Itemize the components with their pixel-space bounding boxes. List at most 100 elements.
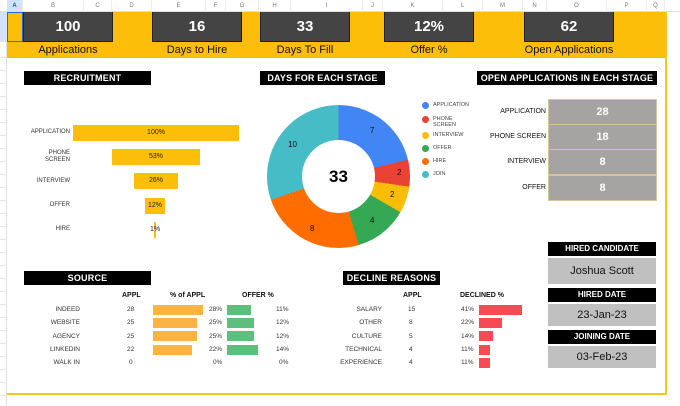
funnel-bar-application[interactable]: 100% bbox=[73, 125, 239, 141]
row-header[interactable] bbox=[0, 318, 7, 331]
kpi-label: Applications bbox=[38, 44, 98, 56]
row-header[interactable] bbox=[0, 188, 7, 201]
source-offer: 12% bbox=[276, 333, 290, 340]
column-header-h[interactable]: H bbox=[259, 0, 291, 12]
row-header[interactable] bbox=[0, 175, 7, 188]
column-header-b[interactable]: B bbox=[23, 0, 84, 12]
hired-date-value[interactable]: 23-Jan-23 bbox=[548, 304, 656, 326]
source-appl: 22 bbox=[127, 346, 135, 353]
kpi-applications[interactable]: 100 Applications bbox=[23, 12, 113, 56]
funnel-bar-hire[interactable]: 1% bbox=[150, 222, 160, 238]
row-header[interactable] bbox=[0, 97, 7, 110]
open-apps-value[interactable]: 8 bbox=[548, 175, 657, 201]
days-stage-title: DAYS FOR EACH STAGE bbox=[260, 71, 385, 85]
column-header-m[interactable]: M bbox=[483, 0, 523, 12]
column-header-c[interactable]: C bbox=[84, 0, 112, 12]
row-header[interactable] bbox=[0, 266, 7, 279]
decline-pct: 41% bbox=[461, 306, 475, 313]
row-header[interactable] bbox=[0, 279, 7, 292]
column-header-p[interactable]: P bbox=[607, 0, 647, 12]
decline-title: DECLINE REASONS bbox=[343, 271, 440, 285]
decline-header-pct: DECLINED % bbox=[460, 292, 504, 299]
selected-cell-a1[interactable] bbox=[7, 12, 23, 42]
row-header[interactable] bbox=[0, 305, 7, 318]
column-header-n[interactable]: N bbox=[523, 0, 547, 12]
row-header[interactable] bbox=[0, 357, 7, 370]
funnel-bar-offer[interactable]: 12% bbox=[145, 198, 165, 214]
row-header-1[interactable] bbox=[0, 12, 7, 42]
row-header[interactable] bbox=[0, 162, 7, 175]
row-header[interactable] bbox=[0, 71, 7, 84]
column-header-i[interactable]: I bbox=[291, 0, 363, 12]
source-header-pct: % of APPL bbox=[170, 292, 206, 299]
open-apps-value[interactable]: 8 bbox=[548, 149, 657, 175]
decline-name: TECHNICAL bbox=[345, 346, 382, 353]
funnel-label-application: APPLICATION bbox=[30, 129, 70, 135]
row-header[interactable] bbox=[0, 292, 7, 305]
row-header[interactable] bbox=[0, 110, 7, 123]
column-header-f[interactable]: F bbox=[206, 0, 226, 12]
source-header-appl: APPL bbox=[122, 292, 141, 299]
row-header[interactable] bbox=[0, 240, 7, 253]
open-apps-value[interactable]: 28 bbox=[548, 99, 657, 125]
row-header[interactable] bbox=[0, 344, 7, 357]
source-appl: 28 bbox=[127, 306, 135, 313]
kpi-label: Days To Fill bbox=[276, 44, 334, 56]
source-offer: 12% bbox=[276, 319, 290, 326]
row-header[interactable] bbox=[0, 84, 7, 97]
column-header-g[interactable]: G bbox=[226, 0, 259, 12]
row-header[interactable] bbox=[0, 383, 7, 396]
row-header[interactable] bbox=[0, 136, 7, 149]
column-header-a[interactable]: A bbox=[7, 0, 23, 12]
kpi-label: Days to Hire bbox=[166, 44, 228, 56]
decline-header-appl: APPL bbox=[403, 292, 422, 299]
row-header[interactable] bbox=[0, 58, 7, 71]
legend-label: INTERVIEW bbox=[433, 132, 464, 138]
column-header-e[interactable]: E bbox=[152, 0, 206, 12]
row-header-gutter[interactable] bbox=[0, 12, 7, 406]
row-header[interactable] bbox=[0, 123, 7, 136]
column-header-l[interactable]: L bbox=[443, 0, 483, 12]
row-header[interactable] bbox=[0, 227, 7, 240]
column-header-j[interactable]: J bbox=[363, 0, 383, 12]
column-header-k[interactable]: K bbox=[383, 0, 443, 12]
funnel-bar-phone-screen[interactable]: 53% bbox=[112, 149, 200, 165]
row-header[interactable] bbox=[0, 370, 7, 383]
open-apps-label: PHONE SCREEN bbox=[489, 133, 546, 140]
source-name: WALK IN bbox=[53, 359, 81, 366]
row-header[interactable] bbox=[0, 201, 7, 214]
kpi-open-applications[interactable]: 62 Open Applications bbox=[524, 12, 619, 56]
kpi-label: Offer % bbox=[410, 44, 448, 56]
source-name: INDEED bbox=[55, 306, 80, 313]
donut-label-hire: 8 bbox=[310, 224, 315, 233]
source-pct-bar bbox=[153, 345, 192, 355]
row-header[interactable] bbox=[0, 331, 7, 344]
decline-name: CULTURE bbox=[351, 333, 382, 340]
legend-dot-icon bbox=[422, 171, 429, 178]
kpi-days-to-fill[interactable]: 33 Days To Fill bbox=[260, 12, 350, 56]
row-header[interactable] bbox=[0, 253, 7, 266]
open-apps-value[interactable]: 18 bbox=[548, 124, 657, 150]
decline-bar bbox=[479, 358, 490, 368]
joining-date-value[interactable]: 03-Feb-23 bbox=[548, 346, 656, 368]
column-header-row: A B C D E F G H I J K L M N O P Q bbox=[0, 0, 680, 12]
hired-candidate-title: HIRED CANDIDATE bbox=[548, 242, 656, 256]
kpi-days-to-hire[interactable]: 16 Days to Hire bbox=[152, 12, 242, 56]
funnel-value-hire: 1% bbox=[149, 226, 161, 233]
decline-appl: 5 bbox=[409, 333, 413, 340]
legend-label: HIRE bbox=[433, 158, 447, 164]
funnel-label-phone-screen: PHONE SCREEN bbox=[44, 150, 70, 163]
open-apps-label: APPLICATION bbox=[500, 108, 546, 115]
kpi-value: 62 bbox=[524, 12, 614, 42]
hired-candidate-name[interactable]: Joshua Scott bbox=[548, 258, 656, 284]
kpi-offer-pct[interactable]: 12% Offer % bbox=[384, 12, 474, 56]
column-header-o[interactable]: O bbox=[547, 0, 607, 12]
column-header-q[interactable]: Q bbox=[647, 0, 665, 12]
column-header-d[interactable]: D bbox=[112, 0, 152, 12]
funnel-bar-interview[interactable]: 26% bbox=[134, 173, 178, 189]
row-header[interactable] bbox=[0, 42, 7, 58]
row-header[interactable] bbox=[0, 149, 7, 162]
source-appl: 0 bbox=[129, 359, 133, 366]
decline-name: OTHER bbox=[359, 319, 382, 326]
row-header[interactable] bbox=[0, 214, 7, 227]
